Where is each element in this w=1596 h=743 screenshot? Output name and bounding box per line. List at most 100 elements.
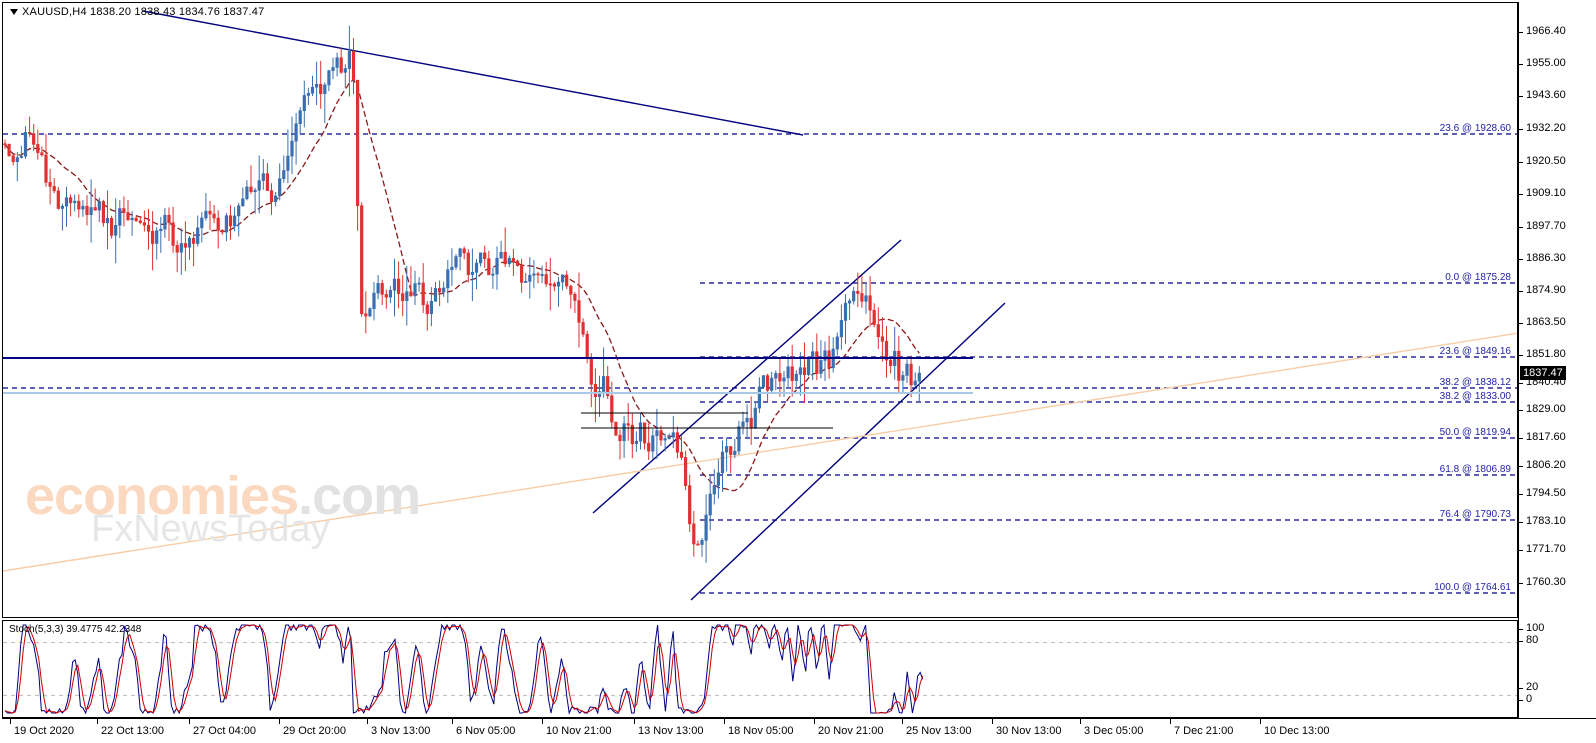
candlestick — [552, 281, 556, 292]
candlestick — [319, 60, 323, 109]
candlestick — [909, 355, 913, 398]
price-tick — [1518, 583, 1523, 584]
candlestick — [852, 286, 856, 305]
candlestick — [544, 261, 548, 287]
candlestick — [618, 429, 622, 460]
candlestick — [134, 216, 138, 222]
candlestick — [548, 257, 552, 311]
candlestick — [306, 87, 311, 106]
candlestick — [536, 271, 540, 284]
time-axis-label: 30 Nov 13:00 — [996, 725, 1062, 737]
candlestick — [835, 332, 839, 356]
stoch-tick — [1518, 641, 1523, 642]
candlestick — [753, 401, 757, 430]
stoch-tick — [1518, 700, 1523, 701]
candlestick — [589, 353, 593, 408]
candlestick — [364, 291, 368, 334]
candlestick — [679, 435, 684, 460]
chart-header-info: XAUUSD,H4 1838.20 1838.43 1834.76 1837.4… — [10, 6, 264, 18]
candlestick — [245, 180, 249, 201]
stochastic-canvas — [3, 623, 1517, 715]
candlestick — [655, 408, 659, 459]
descending-resistance[interactable] — [142, 10, 804, 136]
price-axis-label: 1806.20 — [1526, 459, 1566, 471]
fib-level-label: 23.6 @ 1849.16 — [1440, 346, 1512, 357]
price-tick — [1518, 383, 1523, 384]
candlestick — [470, 248, 475, 302]
time-axis-label: 25 Nov 13:00 — [906, 725, 972, 737]
price-tick — [1518, 323, 1523, 324]
candlestick — [733, 438, 737, 459]
candlestick — [368, 307, 372, 317]
time-tick — [10, 719, 11, 724]
candlestick — [905, 359, 909, 384]
price-axis-label: 1886.30 — [1526, 252, 1566, 264]
candlestick — [339, 48, 343, 74]
price-axis-label: 1863.50 — [1526, 316, 1566, 328]
candlestick — [425, 301, 429, 331]
candlestick — [48, 168, 52, 205]
candlestick — [36, 129, 40, 160]
candlestick — [192, 231, 196, 267]
price-axis-label: 1955.00 — [1526, 57, 1566, 69]
stoch-axis-label: 80 — [1526, 634, 1539, 646]
candlestick — [380, 279, 384, 306]
ascending-channel-upper[interactable] — [592, 239, 902, 514]
stochastic-k-line — [4, 623, 924, 715]
candlestick — [458, 247, 462, 271]
candlestick — [421, 263, 425, 314]
candlestick — [729, 446, 733, 474]
candlestick — [745, 404, 749, 438]
candlestick — [917, 366, 921, 403]
ascending-channel-lower[interactable] — [690, 302, 1006, 601]
candlestick — [101, 199, 105, 227]
candlestick — [712, 469, 716, 505]
candlestick — [683, 450, 688, 491]
candlestick — [212, 204, 216, 224]
candlestick — [7, 143, 11, 157]
candlestick — [491, 267, 495, 289]
candlestick — [774, 370, 778, 391]
stoch-axis-label: 100 — [1526, 622, 1545, 634]
candlestick — [228, 205, 233, 240]
candlestick — [294, 112, 298, 165]
time-tick — [1080, 719, 1081, 724]
candlestick — [233, 207, 237, 232]
candlestick — [97, 197, 101, 222]
fib-level-label: 76.4 @ 1790.73 — [1440, 509, 1512, 520]
candlestick — [273, 192, 278, 207]
price-tick — [1518, 522, 1523, 523]
stochastic-header: Stoch(5,3,3) 39.4775 42.2348 — [9, 624, 142, 635]
moving-average-line — [4, 78, 920, 492]
candlestick — [794, 370, 798, 387]
candlestick — [187, 236, 192, 260]
candlestick — [200, 212, 204, 243]
stochastic-panel[interactable]: Stoch(5,3,3) 39.4775 42.2348 — [2, 620, 1518, 718]
time-tick — [1260, 719, 1261, 724]
candlestick — [224, 212, 229, 242]
candlestick — [630, 413, 634, 459]
candlestick — [44, 133, 48, 187]
candlestick — [208, 200, 212, 230]
candlestick — [573, 292, 577, 314]
candlestick — [384, 289, 388, 309]
candlestick — [831, 337, 835, 373]
candlestick — [388, 285, 393, 304]
candlestick — [417, 277, 421, 292]
candlestick — [667, 433, 671, 440]
candlestick — [511, 248, 516, 276]
long-term-support[interactable] — [3, 332, 1518, 572]
candlestick — [15, 151, 19, 182]
candlestick — [843, 294, 848, 345]
price-axis-label: 1966.40 — [1526, 25, 1566, 37]
triangle-down-icon[interactable] — [10, 9, 18, 16]
candlestick — [179, 228, 183, 275]
candlestick — [323, 82, 327, 124]
fib-level-label: 23.6 @ 1928.60 — [1440, 123, 1512, 134]
stoch-axis-label: 20 — [1526, 681, 1539, 693]
candlestick — [720, 440, 725, 493]
candlestick — [724, 437, 729, 472]
candlestick — [503, 227, 507, 268]
price-chart-panel[interactable]: economies.com FxNewsToday XAUUSD,H4 1838… — [2, 2, 1518, 618]
candlestick — [302, 80, 306, 128]
